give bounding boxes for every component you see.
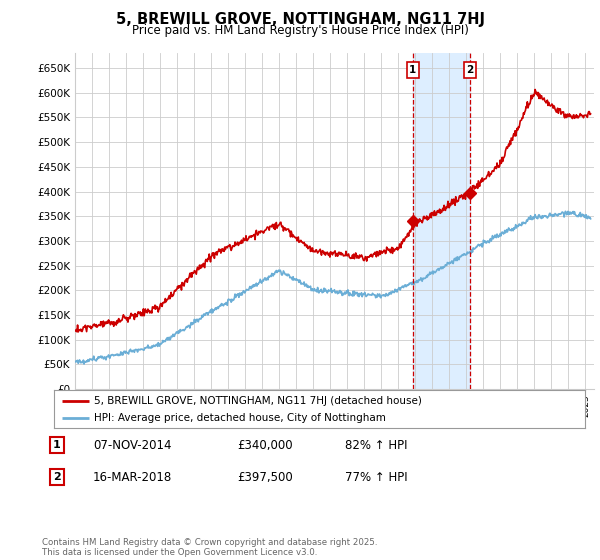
Text: £340,000: £340,000 [237, 438, 293, 452]
Text: 1: 1 [53, 440, 61, 450]
Text: £397,500: £397,500 [237, 470, 293, 484]
Text: 5, BREWILL GROVE, NOTTINGHAM, NG11 7HJ (detached house): 5, BREWILL GROVE, NOTTINGHAM, NG11 7HJ (… [94, 395, 422, 405]
Text: 2: 2 [53, 472, 61, 482]
Text: 5, BREWILL GROVE, NOTTINGHAM, NG11 7HJ: 5, BREWILL GROVE, NOTTINGHAM, NG11 7HJ [115, 12, 485, 27]
Text: 82% ↑ HPI: 82% ↑ HPI [345, 438, 407, 452]
Bar [413, 53, 470, 389]
Text: HPI: Average price, detached house, City of Nottingham: HPI: Average price, detached house, City… [94, 413, 386, 423]
Text: 2: 2 [466, 65, 473, 75]
Text: 16-MAR-2018: 16-MAR-2018 [93, 470, 172, 484]
Text: 1: 1 [409, 65, 416, 75]
Text: Price paid vs. HM Land Registry's House Price Index (HPI): Price paid vs. HM Land Registry's House … [131, 24, 469, 36]
Text: 77% ↑ HPI: 77% ↑ HPI [345, 470, 407, 484]
Text: 07-NOV-2014: 07-NOV-2014 [93, 438, 172, 452]
Text: Contains HM Land Registry data © Crown copyright and database right 2025.
This d: Contains HM Land Registry data © Crown c… [42, 538, 377, 557]
